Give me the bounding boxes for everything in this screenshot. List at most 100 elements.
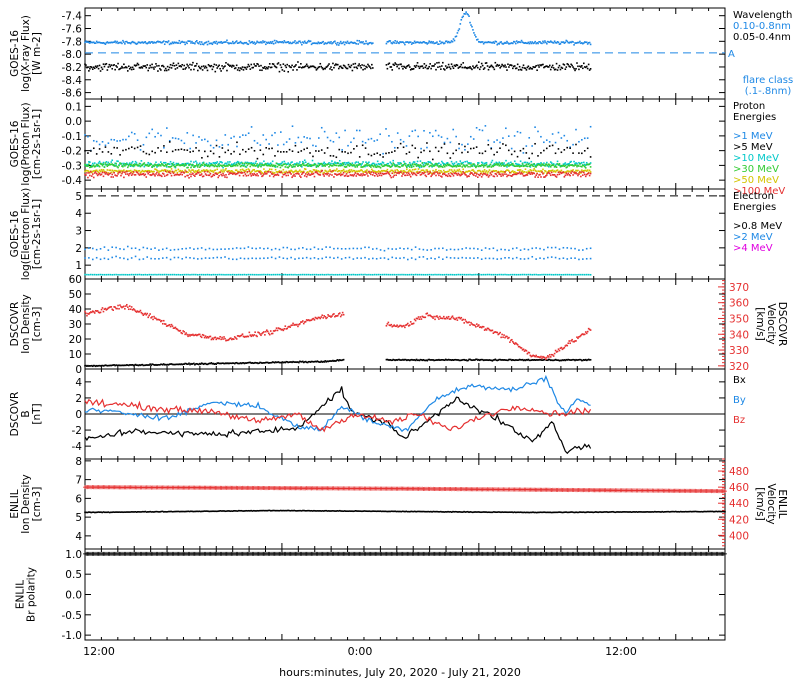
data-point xyxy=(551,133,554,135)
data-point xyxy=(130,174,133,177)
data-point xyxy=(477,248,479,250)
data-point xyxy=(175,169,178,172)
data-point xyxy=(359,64,361,67)
data-point xyxy=(458,66,461,68)
data-point xyxy=(271,160,274,163)
data-point xyxy=(143,165,146,168)
data-point xyxy=(120,163,122,165)
y-tick-label: -0.3 xyxy=(62,160,83,172)
data-point xyxy=(469,21,471,24)
data-point xyxy=(91,310,94,312)
data-point xyxy=(95,40,98,43)
data-point xyxy=(385,152,387,155)
data-point xyxy=(502,43,504,45)
data-point xyxy=(157,174,159,177)
data-point xyxy=(95,256,98,259)
data-point xyxy=(291,42,293,45)
data-point xyxy=(163,169,166,171)
data-point xyxy=(110,152,113,155)
data-point xyxy=(174,363,177,366)
data-point xyxy=(117,171,119,173)
data-point xyxy=(461,173,464,175)
data-point xyxy=(84,273,86,276)
data-point xyxy=(441,160,443,163)
data-point xyxy=(300,41,302,44)
data-point xyxy=(237,170,240,173)
data-point xyxy=(333,66,335,69)
data-point xyxy=(120,305,122,308)
data-point xyxy=(225,41,227,43)
data-point xyxy=(570,164,572,167)
data-point xyxy=(206,69,209,72)
data-point xyxy=(308,164,311,167)
data-point xyxy=(457,257,460,260)
data-point xyxy=(336,162,338,164)
data-point xyxy=(531,255,534,258)
data-point xyxy=(470,164,472,166)
data-point xyxy=(416,62,419,64)
data-point xyxy=(588,174,591,177)
data-point xyxy=(286,246,289,249)
data-point xyxy=(205,164,208,167)
data-point xyxy=(508,66,510,68)
data-point xyxy=(551,169,554,172)
data-point xyxy=(206,140,209,143)
data-point xyxy=(423,63,426,65)
data-point xyxy=(542,168,544,171)
data-point xyxy=(209,362,212,365)
series-xray-1 xyxy=(84,61,592,73)
data-point xyxy=(103,257,106,260)
data-point xyxy=(542,173,544,175)
data-point xyxy=(92,66,95,69)
data-point xyxy=(154,66,156,68)
data-point xyxy=(454,358,457,361)
data-point xyxy=(115,246,117,249)
data-point xyxy=(201,164,204,166)
data-point xyxy=(372,162,374,165)
data-point xyxy=(510,64,512,66)
data-point xyxy=(349,162,352,165)
data-point xyxy=(324,67,326,70)
data-point xyxy=(110,64,113,66)
data-point xyxy=(460,163,463,165)
data-point xyxy=(176,173,179,176)
data-point xyxy=(114,174,116,176)
data-point xyxy=(193,42,195,44)
data-point xyxy=(284,172,287,175)
data-point xyxy=(216,362,219,364)
data-point xyxy=(464,160,466,163)
data-point xyxy=(483,67,486,69)
data-point xyxy=(280,41,283,44)
data-point xyxy=(237,161,240,163)
data-point xyxy=(148,67,150,69)
data-point xyxy=(288,138,291,140)
data-point xyxy=(426,258,429,260)
data-point xyxy=(384,172,387,175)
data-point xyxy=(472,147,475,150)
data-point xyxy=(89,171,91,174)
data-point xyxy=(133,364,136,366)
data-point xyxy=(476,358,478,361)
y-tick-label: 10 xyxy=(69,349,82,361)
data-point xyxy=(112,171,114,173)
data-point xyxy=(168,141,171,143)
data-point xyxy=(584,41,587,44)
data-point xyxy=(547,66,550,68)
data-point xyxy=(341,150,343,153)
data-point xyxy=(279,361,282,364)
data-point xyxy=(312,155,314,158)
data-point xyxy=(317,162,320,165)
data-point xyxy=(587,273,590,276)
data-point xyxy=(352,175,355,177)
data-point xyxy=(201,139,203,141)
data-point xyxy=(214,70,217,73)
data-point xyxy=(398,165,400,168)
data-point xyxy=(165,247,168,250)
data-point xyxy=(483,359,486,361)
data-point xyxy=(148,163,150,166)
data-point xyxy=(576,359,578,361)
data-point xyxy=(399,247,401,249)
data-point xyxy=(220,248,222,250)
data-point xyxy=(518,65,521,68)
data-point xyxy=(259,171,261,174)
